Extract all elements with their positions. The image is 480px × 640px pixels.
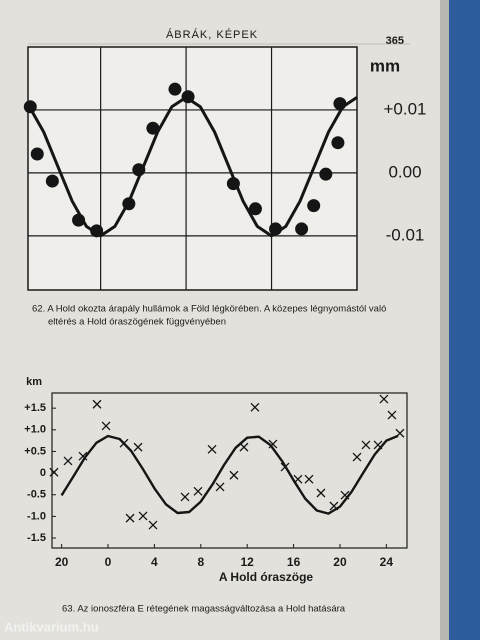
data-point bbox=[168, 82, 182, 96]
data-point bbox=[333, 97, 347, 111]
data-point bbox=[316, 488, 326, 498]
page-number: 365 bbox=[386, 35, 404, 47]
data-point bbox=[148, 520, 158, 530]
data-point bbox=[30, 147, 44, 161]
watermark: Antikvarium.hu bbox=[4, 619, 99, 634]
data-point bbox=[319, 167, 333, 181]
data-point bbox=[229, 470, 239, 480]
data-point bbox=[331, 136, 345, 150]
data-point bbox=[250, 402, 260, 412]
data-point bbox=[387, 410, 397, 420]
plot-area bbox=[27, 46, 358, 291]
caption-line: eltérés a Hold óraszögének függvényében bbox=[48, 317, 226, 328]
fit-curve bbox=[28, 95, 358, 238]
x-tick-label: 8 bbox=[197, 555, 204, 569]
data-point bbox=[101, 421, 111, 431]
data-point bbox=[215, 482, 225, 492]
data-point bbox=[307, 199, 321, 213]
data-point bbox=[352, 452, 362, 462]
data-point bbox=[248, 202, 262, 216]
y-tick-label: +0.5 bbox=[24, 445, 46, 457]
y-tick-label: -0.5 bbox=[27, 489, 46, 501]
x-axis-label: A Hold óraszöge bbox=[219, 570, 314, 584]
y-tick-label: -1.5 bbox=[27, 532, 46, 544]
y-tick-label: +0.01 bbox=[383, 99, 426, 118]
data-point bbox=[379, 394, 389, 404]
x-tick-label: 12 bbox=[241, 555, 255, 569]
y-tick-label: 0.00 bbox=[388, 162, 421, 181]
data-point bbox=[45, 174, 59, 188]
book-spine bbox=[448, 0, 480, 640]
data-point bbox=[138, 511, 148, 521]
x-tick-label: 16 bbox=[287, 555, 301, 569]
y-tick-label: +1.5 bbox=[24, 402, 46, 414]
caption-line: 62. A Hold okozta árapály hullámok a Föl… bbox=[32, 304, 386, 315]
data-point bbox=[361, 440, 371, 450]
y-axis-unit: mm bbox=[370, 56, 400, 75]
data-point bbox=[125, 513, 135, 523]
data-point bbox=[304, 474, 314, 484]
caption: 63. Az ionoszféra E rétegének magasságvá… bbox=[62, 604, 346, 615]
fit-curve bbox=[60, 434, 399, 515]
data-point bbox=[78, 451, 88, 461]
header-title: ÁBRÁK, KÉPEK bbox=[166, 28, 258, 41]
data-point bbox=[92, 399, 102, 409]
data-point bbox=[133, 442, 143, 452]
data-point bbox=[49, 467, 59, 477]
data-point bbox=[63, 456, 73, 466]
data-point bbox=[180, 492, 190, 502]
data-point bbox=[207, 444, 217, 454]
data-point bbox=[146, 121, 160, 135]
data-point bbox=[239, 442, 249, 452]
y-axis-unit: km bbox=[26, 376, 42, 388]
x-tick-label: 24 bbox=[380, 555, 394, 569]
x-tick-label: 4 bbox=[151, 555, 158, 569]
data-point bbox=[193, 486, 203, 496]
page-edge bbox=[440, 0, 449, 640]
y-tick-label: -1.0 bbox=[27, 510, 46, 522]
data-point bbox=[295, 222, 309, 236]
x-tick-label: 0 bbox=[105, 555, 112, 569]
y-tick-label: +1.0 bbox=[24, 424, 46, 436]
x-tick-label: 20 bbox=[55, 555, 69, 569]
y-tick-label: -0.01 bbox=[386, 225, 425, 244]
y-tick-label: 0 bbox=[40, 467, 46, 479]
x-tick-label: 20 bbox=[333, 555, 347, 569]
